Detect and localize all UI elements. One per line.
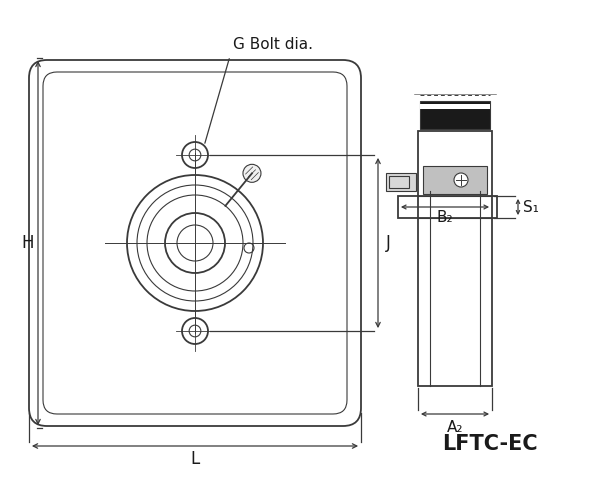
Text: H: H [22,234,34,252]
Bar [420,104,490,109]
Text: B₂: B₂ [437,210,453,226]
Bar [386,173,416,191]
Circle shape [454,173,468,187]
Bar [389,176,409,188]
Text: G Bolt dia.: G Bolt dia. [233,37,313,52]
Bar [418,131,492,386]
Text: L: L [190,450,200,468]
Text: A₂: A₂ [447,419,463,434]
Text: S₁: S₁ [523,199,539,214]
Text: J: J [386,234,390,252]
Circle shape [243,164,261,182]
Text: LFTC-EC: LFTC-EC [442,434,538,454]
Bar [420,101,490,129]
Bar [423,166,487,194]
Bar [398,196,497,218]
